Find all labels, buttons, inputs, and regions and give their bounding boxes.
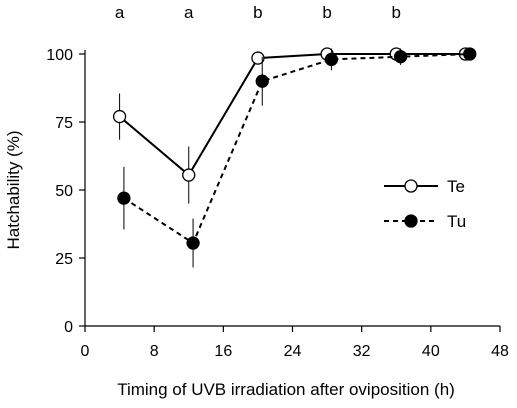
y-tick-label: 0 — [64, 319, 73, 336]
series-tu — [117, 47, 477, 268]
y-tick-label: 75 — [55, 115, 73, 132]
x-tick-label: 8 — [150, 343, 159, 360]
significance-letter: b — [392, 3, 401, 22]
y-tick-label: 25 — [55, 251, 73, 268]
significance-letter: b — [253, 3, 262, 22]
data-point — [112, 109, 127, 124]
data-point — [324, 52, 339, 67]
legend-marker-tu — [404, 214, 418, 228]
series-line-te — [118, 53, 466, 177]
axes: 0 25 50 75 100 0 8 16 24 32 40 48 — [46, 47, 509, 360]
x-tick-label: 32 — [353, 343, 371, 360]
data-point — [255, 74, 269, 88]
data-point — [117, 191, 131, 205]
y-tick-label: 50 — [55, 183, 73, 200]
series-layer — [112, 47, 477, 268]
significance-letter: a — [115, 3, 125, 22]
legend: Te Tu — [384, 177, 466, 231]
data-point — [182, 168, 196, 182]
data-point — [393, 50, 408, 64]
x-axis-title: Timing of UVB irradiation after oviposit… — [117, 380, 455, 399]
data-point — [463, 47, 477, 61]
significance-letter: b — [322, 3, 331, 22]
x-tick-label: 48 — [491, 343, 509, 360]
legend-label-te: Te — [447, 177, 465, 196]
x-tick-label: 24 — [284, 343, 302, 360]
x-tick-label: 40 — [422, 343, 440, 360]
y-axis-title: Hatchability (%) — [4, 130, 23, 249]
series-line-tu — [123, 53, 470, 245]
y-tick-label: 100 — [46, 47, 73, 64]
legend-marker-te — [404, 179, 418, 193]
x-tick-label: 0 — [81, 343, 90, 360]
legend-label-tu: Tu — [447, 212, 466, 231]
significance-letter: a — [184, 3, 194, 22]
x-tick-label: 16 — [214, 343, 232, 360]
data-point — [251, 51, 265, 65]
data-point — [186, 236, 200, 250]
